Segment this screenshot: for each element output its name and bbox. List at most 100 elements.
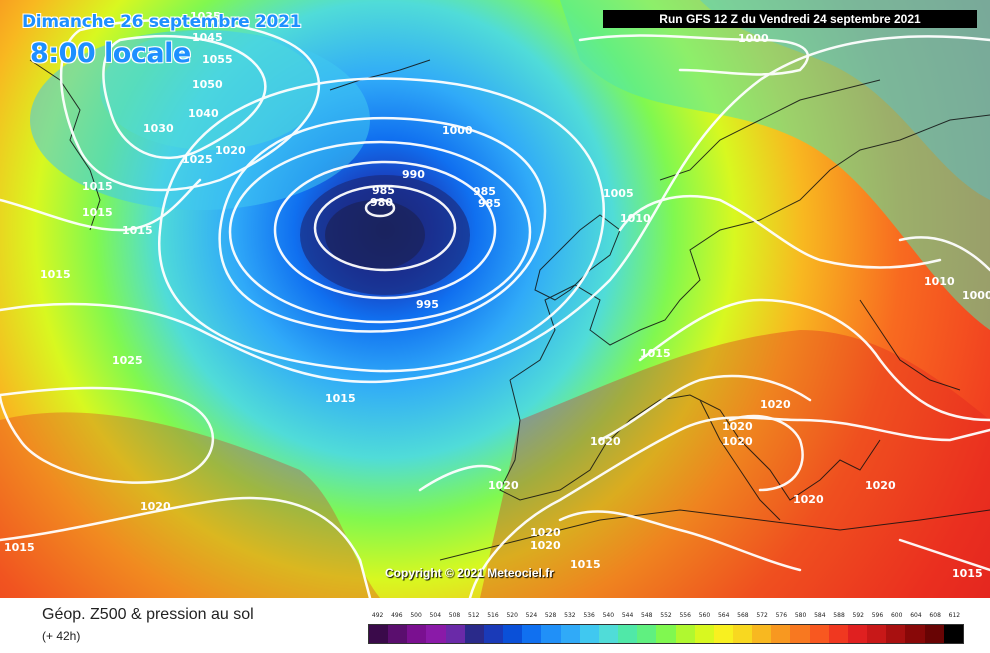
scale-labels: 492 496 500 504 508 512 516 520 524 528 532 536 540 5…	[368, 612, 964, 622]
isobar-label: 995	[416, 298, 439, 311]
isobar-label: 1010	[924, 275, 955, 288]
scale-label: 552	[660, 612, 671, 619]
scale-label: 572	[756, 612, 767, 619]
isobar-label: 1015	[325, 392, 356, 405]
scale-label: 508	[449, 612, 460, 619]
isobar-label: 1020	[530, 526, 561, 539]
scale-label: 568	[737, 612, 748, 619]
scale-swatch	[599, 625, 618, 643]
scale-swatch	[580, 625, 599, 643]
scale-swatch	[790, 625, 809, 643]
scale-swatch	[446, 625, 465, 643]
legend-panel: Géop. Z500 & pression au sol (+ 42h) 492…	[0, 598, 990, 653]
scale-swatch	[522, 625, 541, 643]
isobar-label: 1015	[40, 268, 71, 281]
isobar-label: 1020	[215, 144, 246, 157]
isobar-label: 1020	[722, 435, 753, 448]
forecast-date: Dimanche 26 septembre 2021	[22, 12, 301, 32]
scale-swatch	[810, 625, 829, 643]
isobar-label: 1005	[603, 187, 634, 200]
isobar-label: 1015	[122, 224, 153, 237]
scale-label: 492	[372, 612, 383, 619]
scale-swatch	[637, 625, 656, 643]
scale-label: 496	[391, 612, 402, 619]
run-info: Run GFS 12 Z du Vendredi 24 septembre 20…	[603, 10, 977, 28]
copyright: Copyright © 2021 Meteociel.fr	[385, 566, 554, 580]
isobar-label: 1055	[202, 53, 233, 66]
isobar-label: 1015	[570, 558, 601, 571]
isobar-label: 1015	[640, 347, 671, 360]
scale-label: 564	[718, 612, 729, 619]
isobar-label: 1020	[793, 493, 824, 506]
scale-label: 584	[814, 612, 825, 619]
isobar-label: 1015	[82, 180, 113, 193]
isobar-label: 980	[370, 196, 393, 209]
scale-swatch	[925, 625, 944, 643]
isobar-labels: 1035 1045 1055 1050 1040 1030 1025 1020 …	[0, 0, 990, 598]
isobar-label: 1030	[143, 122, 174, 135]
isobar-label: 1020	[140, 500, 171, 513]
scale-swatch	[656, 625, 675, 643]
scale-label: 536	[583, 612, 594, 619]
scale-swatch	[618, 625, 637, 643]
isobar-label: 1015	[952, 567, 983, 580]
scale-label: 548	[641, 612, 652, 619]
scale-swatch	[426, 625, 445, 643]
isobar-label: 1000	[442, 124, 473, 137]
isobar-label: 1000	[738, 32, 769, 45]
isobar-label: 1020	[530, 539, 561, 552]
scale-label: 524	[526, 612, 537, 619]
scale-swatch	[867, 625, 886, 643]
isobar-label: 1010	[620, 212, 651, 225]
legend-title: Géop. Z500 & pression au sol	[42, 606, 254, 624]
isobar-label: 985	[478, 197, 501, 210]
isobar-label: 1015	[82, 206, 113, 219]
scale-label: 580	[795, 612, 806, 619]
scale-swatch	[407, 625, 426, 643]
isobar-label: 990	[402, 168, 425, 181]
isobar-label: 1020	[488, 479, 519, 492]
scale-label: 512	[468, 612, 479, 619]
isobar-label: 1040	[188, 107, 219, 120]
scale-label: 576	[776, 612, 787, 619]
isobar-label: 1015	[4, 541, 35, 554]
scale-label: 556	[679, 612, 690, 619]
scale-swatch	[484, 625, 503, 643]
scale-swatch	[388, 625, 407, 643]
isobar-label: 1020	[760, 398, 791, 411]
color-scale	[368, 624, 964, 644]
scale-swatch	[561, 625, 580, 643]
scale-label: 516	[487, 612, 498, 619]
scale-swatch	[714, 625, 733, 643]
scale-swatch	[369, 625, 388, 643]
scale-swatch	[848, 625, 867, 643]
weather-map: 1035 1045 1055 1050 1040 1030 1025 1020 …	[0, 0, 990, 598]
forecast-time: 8:00 locale	[30, 38, 191, 69]
scale-label: 532	[564, 612, 575, 619]
scale-label: 604	[910, 612, 921, 619]
scale-label: 540	[603, 612, 614, 619]
scale-swatch	[465, 625, 484, 643]
isobar-label: 1000	[962, 289, 990, 302]
isobar-label: 1025	[182, 153, 213, 166]
scale-label: 504	[430, 612, 441, 619]
scale-label: 600	[891, 612, 902, 619]
scale-label: 592	[853, 612, 864, 619]
isobar-label: 1025	[112, 354, 143, 367]
scale-swatch	[503, 625, 522, 643]
scale-label: 612	[949, 612, 960, 619]
scale-label: 528	[545, 612, 556, 619]
scale-label: 500	[410, 612, 421, 619]
isobar-label: 1020	[865, 479, 896, 492]
isobar-label: 1050	[192, 78, 223, 91]
isobar-label: 1020	[590, 435, 621, 448]
isobar-label: 1045	[192, 31, 223, 44]
scale-swatch	[676, 625, 695, 643]
scale-swatch	[829, 625, 848, 643]
scale-label: 560	[699, 612, 710, 619]
scale-swatch	[733, 625, 752, 643]
scale-swatch	[944, 625, 963, 643]
scale-swatch	[695, 625, 714, 643]
scale-swatch	[771, 625, 790, 643]
scale-swatch	[541, 625, 560, 643]
